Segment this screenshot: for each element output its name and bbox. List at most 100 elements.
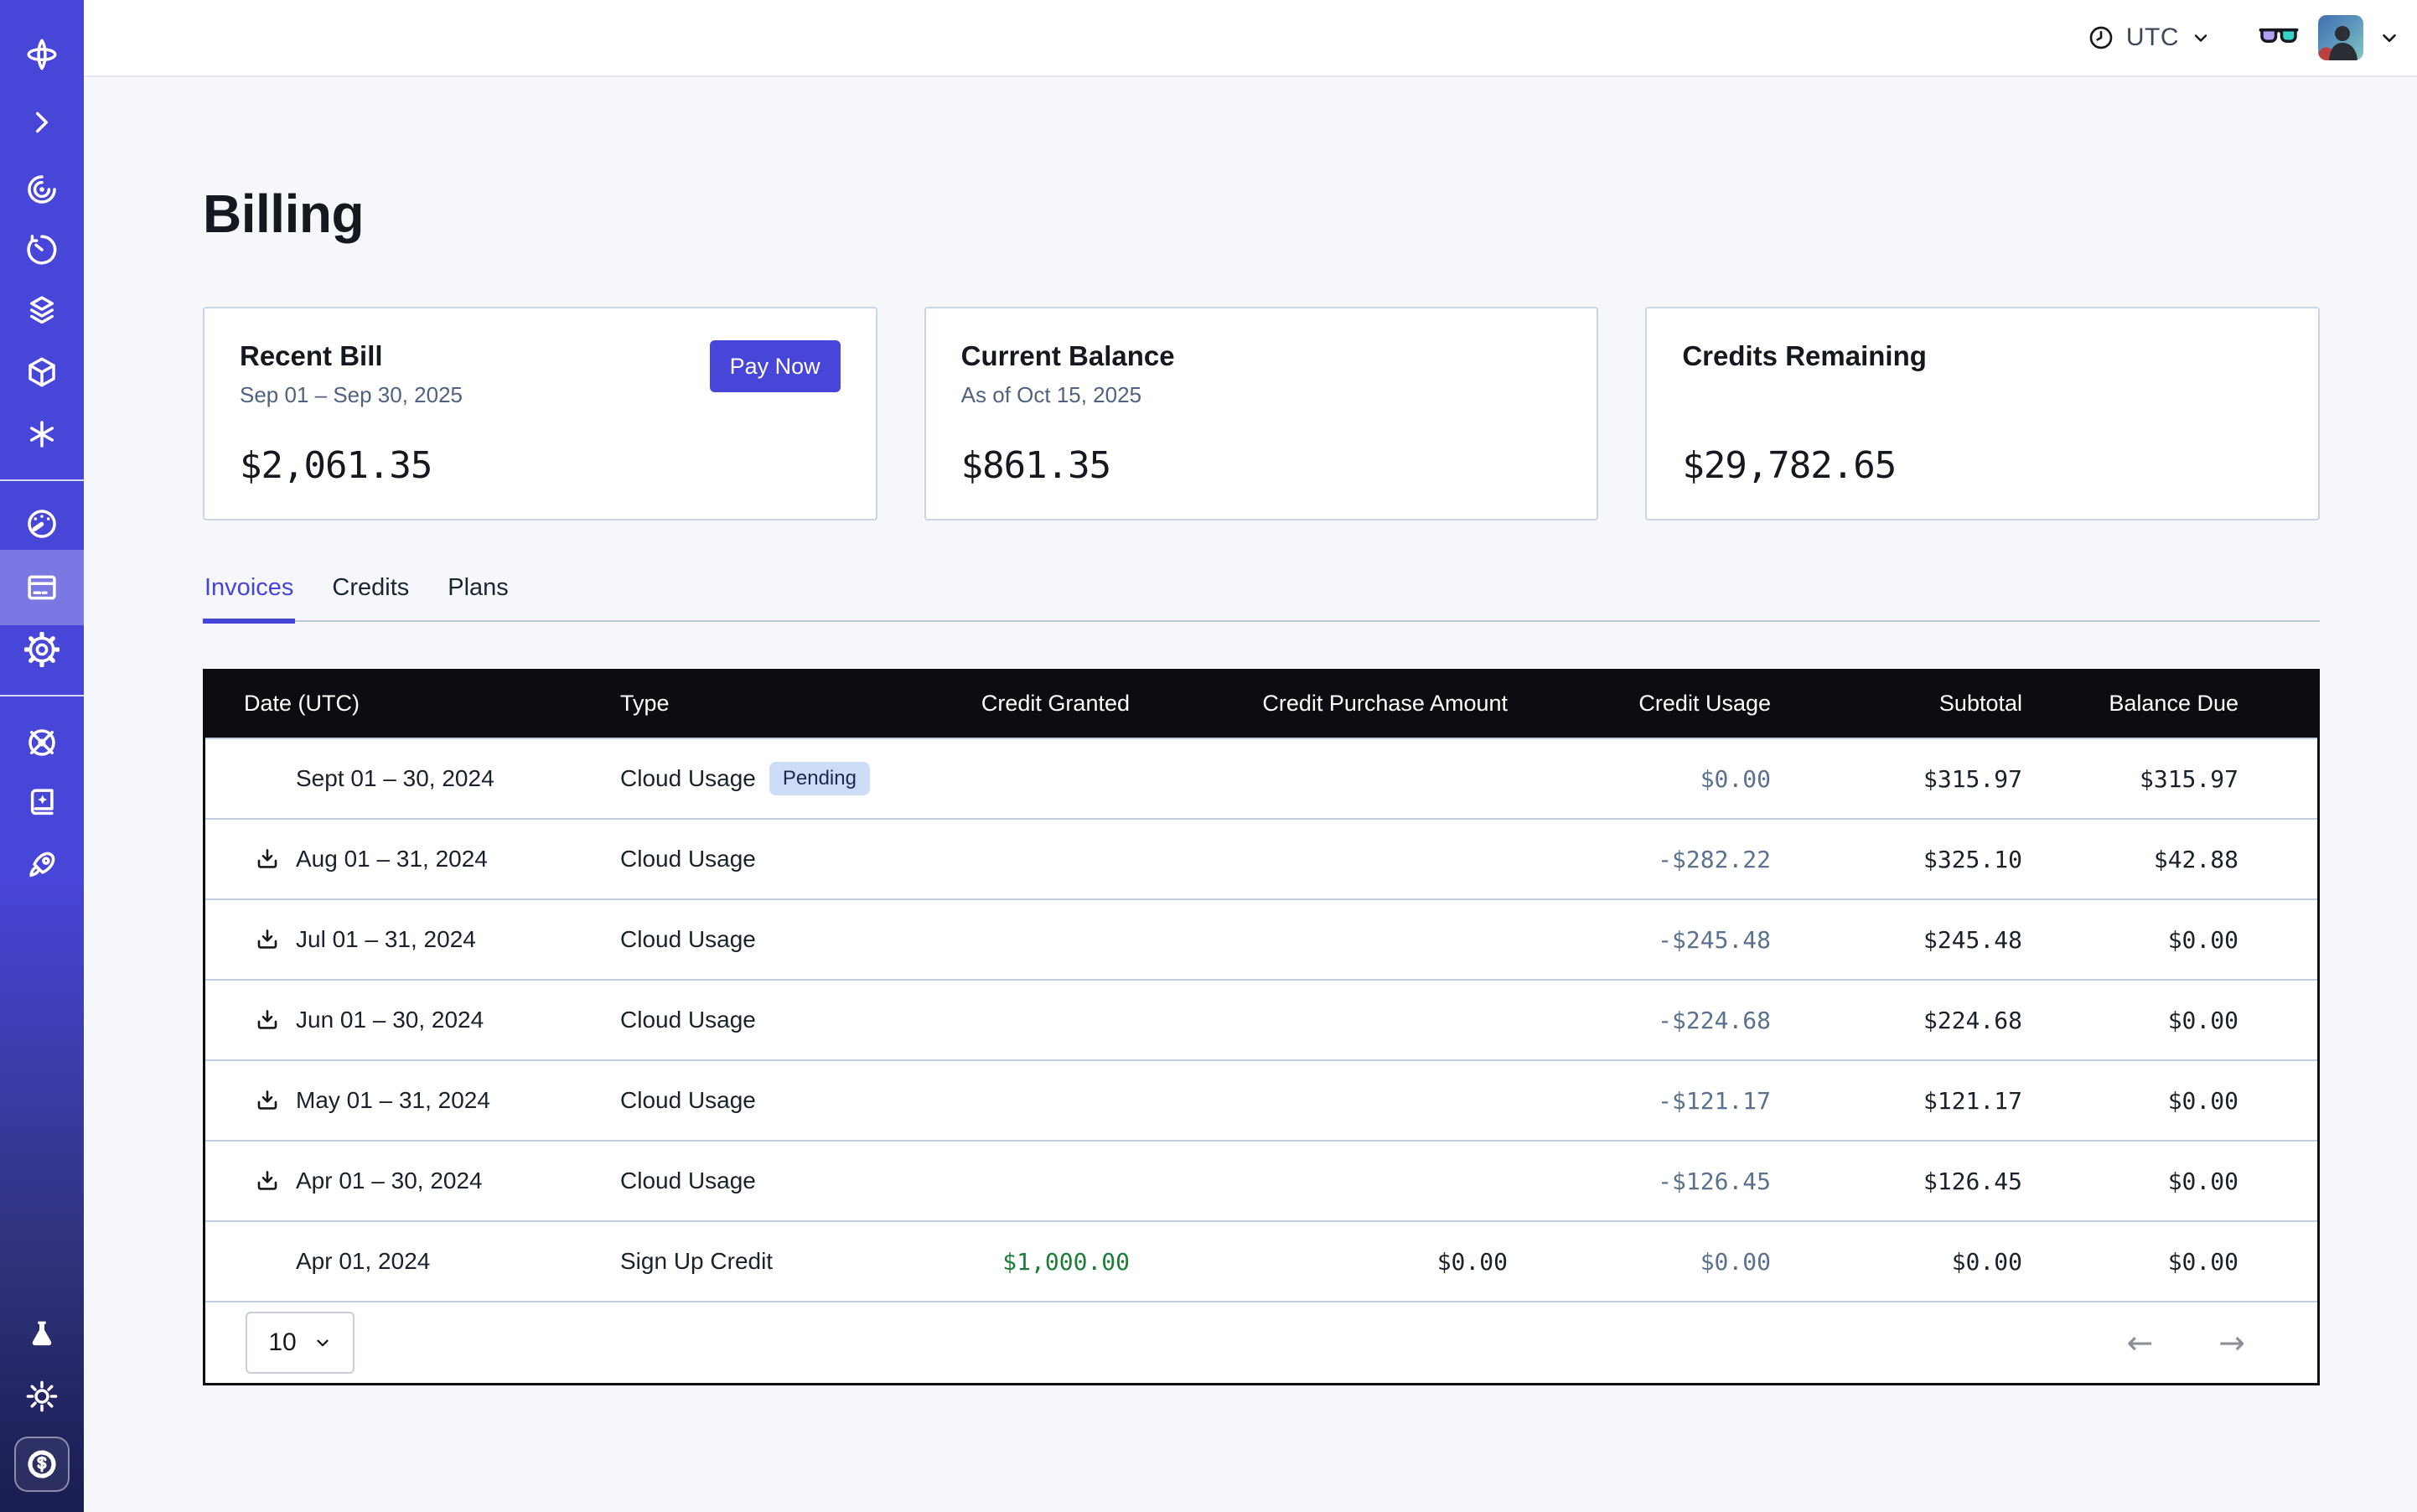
pending-badge: Pending [769, 762, 870, 795]
credit-granted-cell [897, 981, 1130, 1059]
credit-granted-cell [897, 1142, 1130, 1220]
subtotal-cell: $245.48 [1923, 925, 2022, 954]
invoice-date: Jul 01 – 31, 2024 [296, 926, 476, 952]
invoice-row: May 01 – 31, 2024 Cloud Usage -$121.17 $… [205, 1059, 2317, 1140]
credits-remaining-amount: $29,782.65 [1682, 444, 1897, 487]
spiral-eye-icon[interactable] [24, 172, 60, 207]
invoice-type: Cloud Usage [620, 765, 756, 791]
subtotal-cell: $126.45 [1923, 1167, 2022, 1195]
invoice-date: May 01 – 31, 2024 [296, 1087, 490, 1113]
tab-credits[interactable]: Credits [332, 574, 410, 601]
current-balance-amount: $861.35 [960, 444, 1111, 487]
card-title: Current Balance [960, 340, 1175, 371]
pay-now-button[interactable]: Pay Now [709, 340, 841, 392]
logo-orbit-icon[interactable] [24, 37, 60, 72]
col-subtotal: Subtotal [1938, 690, 2022, 716]
invoice-date: Apr 01, 2024 [296, 1248, 431, 1274]
recent-bill-amount: $2,061.35 [240, 444, 432, 487]
invoice-type: Cloud Usage [620, 1007, 756, 1033]
credit-granted-cell [897, 1061, 1130, 1140]
page-size-value: 10 [268, 1328, 297, 1356]
invoice-row: Apr 01, 2024 Sign Up Credit $1,000.00 $0… [205, 1220, 2317, 1301]
sidebar [0, 0, 84, 1512]
credit-usage-cell: $0.00 [1700, 1247, 1771, 1276]
invoice-type: Cloud Usage [620, 1087, 756, 1113]
invoices-table: Date (UTC) Type Credit Granted Credit Pu… [203, 669, 2320, 1385]
asterisk-icon[interactable] [24, 417, 60, 452]
invoice-date: Aug 01 – 31, 2024 [296, 846, 488, 872]
helm-wheel-icon[interactable] [24, 725, 60, 760]
col-credit-usage: Credit Usage [1638, 690, 1771, 716]
credit-granted-cell: $1,000.00 [1002, 1247, 1130, 1276]
gauge-icon[interactable] [24, 506, 60, 541]
topbar: UTC [84, 0, 2417, 77]
invoice-type: Cloud Usage [620, 926, 756, 952]
invoice-row: Aug 01 – 31, 2024 Cloud Usage -$282.22 $… [205, 818, 2317, 898]
credits-remaining-card: Credits Remaining $29,782.65 [1645, 307, 2321, 520]
subtotal-cell: $121.17 [1923, 1086, 2022, 1115]
download-invoice-icon[interactable] [254, 1168, 281, 1194]
cube-icon[interactable] [24, 355, 60, 390]
subtotal-cell: $315.97 [1923, 764, 2022, 793]
sidebar-divider [0, 479, 84, 481]
sun-icon[interactable] [24, 1379, 60, 1414]
timezone-selector[interactable]: UTC [2088, 23, 2211, 52]
book-sparkle-icon[interactable] [24, 785, 60, 821]
card-period: Sep 01 – Sep 30, 2025 [240, 382, 463, 407]
tab-plans[interactable]: Plans [448, 574, 509, 601]
chevron-down-icon [2194, 34, 2207, 42]
col-type: Type [620, 690, 670, 716]
credit-purchase-cell [1130, 739, 1508, 818]
credit-granted-cell [897, 820, 1130, 898]
invoice-row: Sept 01 – 30, 2024 Cloud Usage Pending $0… [205, 738, 2317, 818]
credit-purchase-cell [1130, 1061, 1508, 1140]
invoice-type: Sign Up Credit [620, 1248, 774, 1274]
invoice-type: Cloud Usage [620, 846, 756, 872]
sidebar-active-highlight [0, 550, 84, 625]
layers-icon[interactable] [24, 293, 60, 328]
dollar-badge-button[interactable] [14, 1437, 70, 1492]
page-title: Billing [203, 184, 365, 244]
credit-usage-cell: -$121.17 [1658, 1086, 1771, 1115]
tab-invoices[interactable]: Invoices [203, 574, 296, 624]
credit-usage-cell: -$282.22 [1658, 845, 1771, 873]
billing-card-icon[interactable] [24, 570, 60, 605]
credit-purchase-cell [1130, 820, 1508, 898]
balance-due-cell: $42.88 [2153, 845, 2238, 873]
invoice-row: Apr 01 – 30, 2024 Cloud Usage -$126.45 $… [205, 1140, 2317, 1220]
recent-bill-card: Recent Bill Sep 01 – Sep 30, 2025 Pay No… [203, 307, 877, 520]
rocket-icon[interactable] [24, 847, 60, 883]
timezone-label: UTC [2125, 23, 2179, 51]
download-invoice-icon[interactable] [254, 1087, 281, 1114]
balance-due-cell: $0.00 [2167, 1086, 2238, 1115]
invoice-row: Jul 01 – 31, 2024 Cloud Usage -$245.48 $… [205, 898, 2317, 979]
user-avatar[interactable] [2318, 15, 2363, 60]
gear-icon[interactable] [24, 632, 60, 667]
reader-glasses-icon[interactable] [2258, 21, 2300, 54]
download-invoice-icon[interactable] [254, 846, 281, 873]
sidebar-divider [0, 695, 84, 696]
chevron-down-icon [317, 1339, 329, 1347]
flask-icon[interactable] [24, 1317, 60, 1352]
download-invoice-icon[interactable] [254, 1007, 281, 1033]
invoice-date: Sept 01 – 30, 2024 [296, 765, 494, 791]
page-size-select[interactable]: 10 [246, 1312, 355, 1374]
balance-due-cell: $0.00 [2167, 925, 2238, 954]
download-invoice-icon[interactable] [254, 926, 281, 953]
account-menu-chevron-icon[interactable] [2378, 27, 2400, 49]
col-date: Date (UTC) [244, 690, 360, 716]
prev-page-button[interactable]: ← [2126, 1324, 2154, 1361]
expand-chevron-right-icon[interactable] [24, 105, 60, 140]
table-footer: 10 ← → [205, 1301, 2317, 1383]
card-title: Recent Bill [240, 340, 383, 371]
balance-due-cell: $0.00 [2167, 1167, 2238, 1195]
credit-usage-cell: -$126.45 [1658, 1167, 1771, 1195]
billing-tabs: Invoices Credits Plans [203, 574, 2320, 624]
clock-icon [2089, 26, 2113, 49]
next-page-button[interactable]: → [2218, 1324, 2245, 1361]
credit-usage-cell: -$245.48 [1658, 925, 1771, 954]
balance-due-cell: $315.97 [2139, 764, 2238, 793]
invoice-type: Cloud Usage [620, 1168, 756, 1194]
timer-icon[interactable] [24, 232, 60, 267]
